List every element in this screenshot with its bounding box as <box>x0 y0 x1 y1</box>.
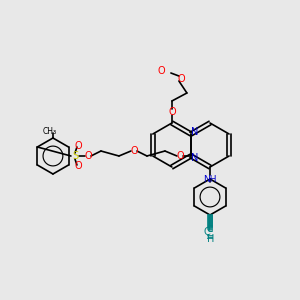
Text: O: O <box>74 161 82 171</box>
Text: C: C <box>204 227 210 237</box>
Text: O: O <box>74 141 82 151</box>
Text: NH: NH <box>203 175 217 184</box>
Text: N: N <box>191 153 199 163</box>
Text: O: O <box>168 107 176 117</box>
Text: O: O <box>130 146 138 156</box>
Text: N: N <box>191 127 199 137</box>
Text: O: O <box>157 66 165 76</box>
Text: ≡: ≡ <box>206 232 214 242</box>
Text: C: C <box>207 226 213 235</box>
Text: O: O <box>176 151 184 161</box>
Text: CH₃: CH₃ <box>43 128 57 136</box>
Text: O: O <box>177 74 185 84</box>
Text: C: C <box>207 226 213 235</box>
Text: O: O <box>84 151 92 161</box>
Text: H: H <box>207 234 215 244</box>
Text: S: S <box>72 151 78 161</box>
